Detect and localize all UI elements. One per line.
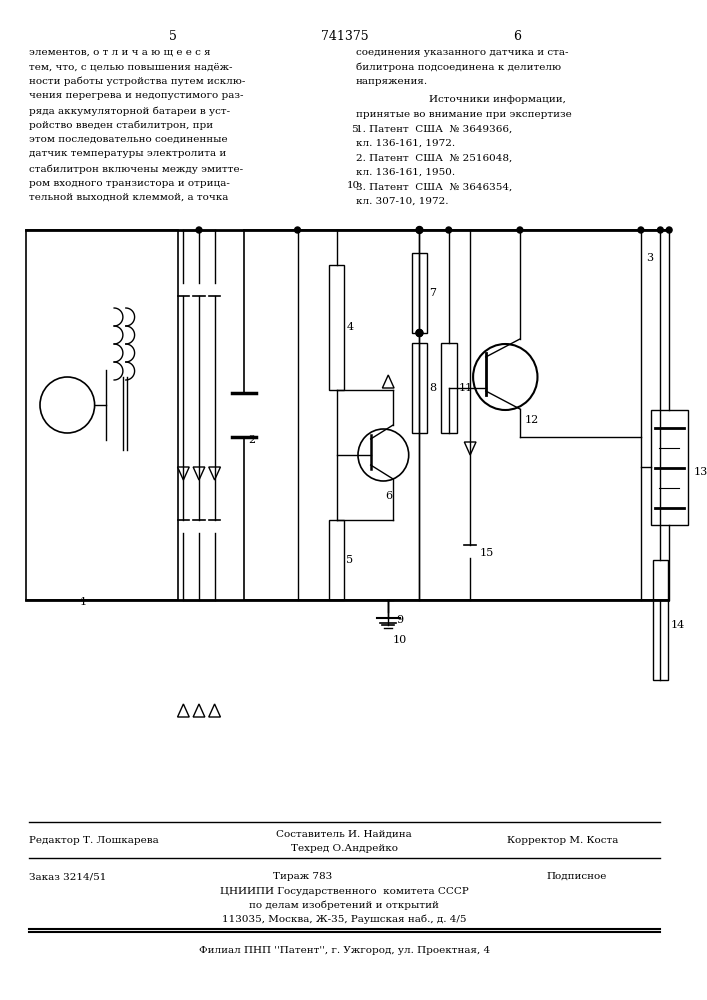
Text: Корректор М. Коста: Корректор М. Коста bbox=[507, 836, 619, 845]
Text: 113035, Москва, Ж-35, Раушская наб., д. 4/5: 113035, Москва, Ж-35, Раушская наб., д. … bbox=[222, 915, 467, 924]
Text: 1. Патент  США  № 3649366,: 1. Патент США № 3649366, bbox=[356, 124, 513, 133]
Circle shape bbox=[196, 227, 202, 233]
Text: ром входного транзистора и отрица-: ром входного транзистора и отрица- bbox=[29, 178, 230, 188]
Polygon shape bbox=[464, 442, 476, 455]
Text: 6: 6 bbox=[385, 491, 392, 501]
Polygon shape bbox=[382, 375, 394, 388]
Text: 3: 3 bbox=[645, 253, 653, 263]
Text: 2: 2 bbox=[249, 435, 256, 445]
Text: 13: 13 bbox=[694, 467, 707, 477]
Text: напряжения.: напряжения. bbox=[356, 77, 428, 86]
Text: Подписное: Подписное bbox=[547, 872, 607, 881]
Text: Источники информации,: Источники информации, bbox=[429, 96, 566, 104]
Text: 11: 11 bbox=[458, 383, 473, 393]
Text: ройство введен стабилитрон, при: ройство введен стабилитрон, при bbox=[29, 120, 214, 130]
Text: Филиал ПНП ''Патент'', г. Ужгород, ул. Проектная, 4: Филиал ПНП ''Патент'', г. Ужгород, ул. П… bbox=[199, 946, 490, 955]
Bar bbox=[441, 343, 457, 433]
Polygon shape bbox=[209, 704, 221, 717]
Text: 8: 8 bbox=[429, 383, 436, 393]
Bar bbox=[26, 230, 177, 600]
Text: принятые во внимание при экспертизе: принятые во внимание при экспертизе bbox=[356, 110, 572, 119]
Bar bbox=[650, 410, 688, 525]
Text: ЦНИИПИ Государственного  комитета СССР: ЦНИИПИ Государственного комитета СССР bbox=[220, 887, 469, 896]
Text: кл. 307-10, 1972.: кл. 307-10, 1972. bbox=[356, 197, 448, 206]
Circle shape bbox=[416, 330, 423, 336]
Text: стабилитрон включены между эмитте-: стабилитрон включены между эмитте- bbox=[29, 164, 243, 174]
Text: 5: 5 bbox=[351, 124, 358, 133]
Text: 10: 10 bbox=[393, 635, 407, 645]
Text: датчик температуры электролита и: датчик температуры электролита и bbox=[29, 149, 226, 158]
Text: ности работы устройства путем исклю-: ности работы устройства путем исклю- bbox=[29, 77, 245, 87]
Text: тем, что, с целью повышения надёж-: тем, что, с целью повышения надёж- bbox=[29, 62, 233, 72]
Polygon shape bbox=[193, 704, 205, 717]
Text: Тираж 783: Тираж 783 bbox=[273, 872, 332, 881]
Circle shape bbox=[416, 227, 422, 233]
Text: 4: 4 bbox=[346, 322, 354, 332]
Circle shape bbox=[666, 227, 672, 233]
Text: 1: 1 bbox=[80, 597, 87, 607]
Polygon shape bbox=[177, 467, 189, 480]
Circle shape bbox=[517, 227, 523, 233]
Text: 5: 5 bbox=[346, 555, 354, 565]
Text: 741375: 741375 bbox=[320, 30, 368, 43]
Text: по делам изобретений и открытий: по делам изобретений и открытий bbox=[250, 901, 439, 910]
Circle shape bbox=[416, 330, 423, 336]
Text: Техред О.Андрейко: Техред О.Андрейко bbox=[291, 844, 398, 853]
Text: тельной выходной клеммой, а точка: тельной выходной клеммой, а точка bbox=[29, 193, 228, 202]
Text: чения перегрева и недопустимого раз-: чения перегрева и недопустимого раз- bbox=[29, 92, 244, 101]
Polygon shape bbox=[193, 467, 205, 480]
Bar bbox=[653, 560, 668, 680]
Text: 14: 14 bbox=[670, 620, 684, 630]
Polygon shape bbox=[177, 704, 189, 717]
Text: 12: 12 bbox=[525, 415, 539, 425]
Circle shape bbox=[446, 227, 452, 233]
Text: 15: 15 bbox=[480, 548, 494, 558]
Text: 6: 6 bbox=[513, 30, 521, 43]
Bar bbox=[329, 265, 344, 390]
Text: Заказ 3214/51: Заказ 3214/51 bbox=[29, 872, 107, 881]
Bar bbox=[411, 343, 427, 433]
Polygon shape bbox=[209, 467, 221, 480]
Text: билитрона подсоединена к делителю: билитрона подсоединена к делителю bbox=[356, 62, 561, 72]
Text: этом последовательно соединенные: этом последовательно соединенные bbox=[29, 135, 228, 144]
Circle shape bbox=[638, 227, 644, 233]
Bar bbox=[411, 253, 427, 333]
Text: Составитель И. Найдина: Составитель И. Найдина bbox=[276, 830, 412, 839]
Text: соединения указанного датчика и ста-: соединения указанного датчика и ста- bbox=[356, 48, 568, 57]
Bar bbox=[329, 520, 344, 600]
Text: 10: 10 bbox=[346, 180, 360, 190]
Text: ряда аккумуляторной батареи в уст-: ряда аккумуляторной батареи в уст- bbox=[29, 106, 230, 115]
Circle shape bbox=[416, 227, 423, 233]
Text: 2. Патент  США  № 2516048,: 2. Патент США № 2516048, bbox=[356, 153, 513, 162]
Text: элементов, о т л и ч а ю щ е е с я: элементов, о т л и ч а ю щ е е с я bbox=[29, 48, 211, 57]
Text: кл. 136-161, 1950.: кл. 136-161, 1950. bbox=[356, 168, 455, 177]
Text: 3. Патент  США  № 3646354,: 3. Патент США № 3646354, bbox=[356, 182, 513, 192]
Text: 5: 5 bbox=[169, 30, 177, 43]
Circle shape bbox=[295, 227, 300, 233]
Text: 7: 7 bbox=[429, 288, 436, 298]
Text: Редактор Т. Лошкарева: Редактор Т. Лошкарева bbox=[29, 836, 159, 845]
Text: кл. 136-161, 1972.: кл. 136-161, 1972. bbox=[356, 139, 455, 148]
Text: 9: 9 bbox=[396, 615, 403, 625]
Circle shape bbox=[658, 227, 663, 233]
